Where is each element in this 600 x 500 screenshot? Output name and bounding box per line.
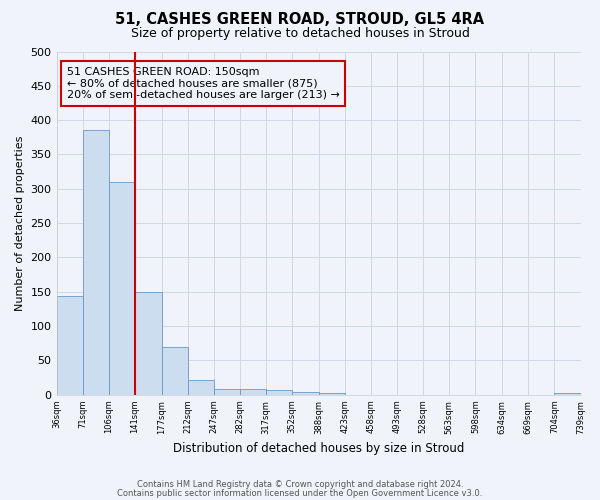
Text: Contains public sector information licensed under the Open Government Licence v3: Contains public sector information licen… bbox=[118, 488, 482, 498]
Text: Size of property relative to detached houses in Stroud: Size of property relative to detached ho… bbox=[131, 28, 469, 40]
Text: 51 CASHES GREEN ROAD: 150sqm
← 80% of detached houses are smaller (875)
20% of s: 51 CASHES GREEN ROAD: 150sqm ← 80% of de… bbox=[67, 67, 340, 100]
Bar bbox=[240, 390, 266, 395]
Bar bbox=[319, 392, 345, 395]
Bar bbox=[135, 292, 161, 395]
Bar bbox=[292, 392, 319, 395]
Bar bbox=[56, 296, 83, 395]
Bar bbox=[214, 388, 240, 395]
Bar bbox=[161, 346, 188, 395]
Bar bbox=[83, 130, 109, 395]
Bar bbox=[188, 380, 214, 395]
Bar bbox=[109, 182, 135, 395]
Bar bbox=[266, 390, 292, 395]
Bar bbox=[554, 392, 581, 395]
X-axis label: Distribution of detached houses by size in Stroud: Distribution of detached houses by size … bbox=[173, 442, 464, 455]
Text: 51, CASHES GREEN ROAD, STROUD, GL5 4RA: 51, CASHES GREEN ROAD, STROUD, GL5 4RA bbox=[115, 12, 485, 28]
Y-axis label: Number of detached properties: Number of detached properties bbox=[15, 136, 25, 311]
Text: Contains HM Land Registry data © Crown copyright and database right 2024.: Contains HM Land Registry data © Crown c… bbox=[137, 480, 463, 489]
